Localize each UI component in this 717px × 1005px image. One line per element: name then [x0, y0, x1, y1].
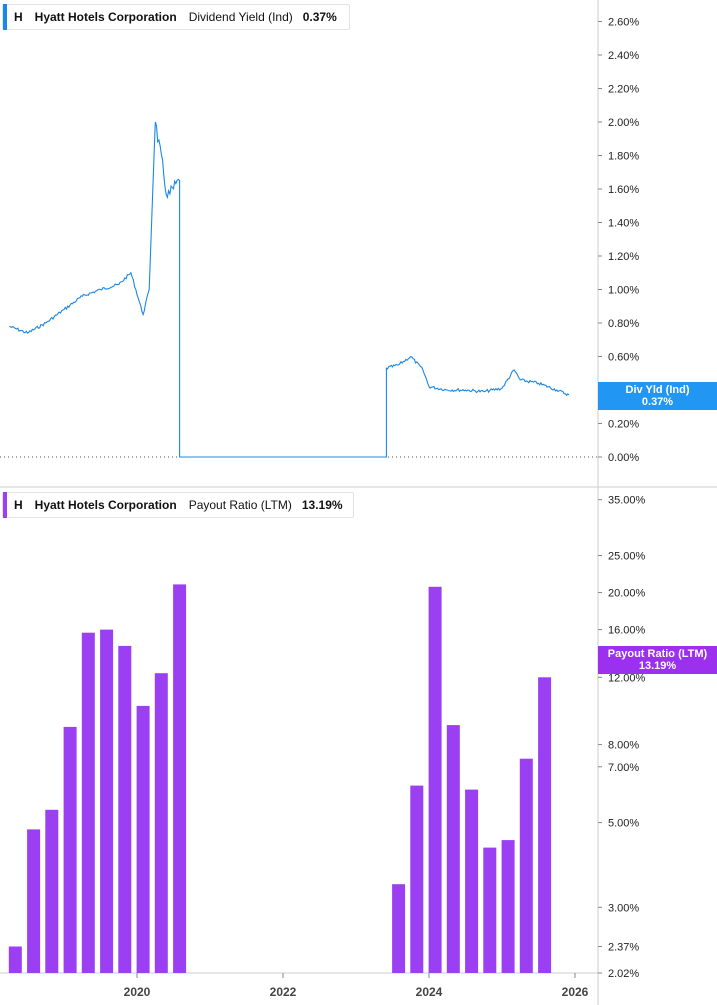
legend-company: Hyatt Hotels Corporation [34, 498, 177, 512]
current-yield-tag: Div Yld (Ind) 0.37% [598, 382, 717, 410]
x-tick-label: 2024 [416, 985, 443, 999]
payout-bar [100, 629, 114, 973]
y-tick-label: 2.00% [608, 117, 639, 129]
payout-bar [538, 677, 552, 973]
payout-bar [173, 584, 187, 973]
y-tick-label: 12.00% [608, 672, 646, 684]
legend-color-swatch [3, 4, 7, 30]
legend-payout-ratio[interactable]: H Hyatt Hotels Corporation Payout Ratio … [2, 492, 354, 518]
y-tick-label: 0.20% [608, 419, 639, 431]
y-tick-label: 35.00% [608, 495, 646, 507]
y-tick-label: 1.00% [608, 285, 639, 297]
legend-company: Hyatt Hotels Corporation [34, 10, 177, 24]
current-payout-tag: Payout Ratio (LTM) 13.19% [598, 646, 717, 674]
y-tick-label: 2.02% [608, 968, 639, 980]
legend-ticker: H [14, 498, 23, 512]
legend-color-swatch [3, 492, 7, 518]
payout-bar [154, 673, 168, 973]
y-tick-label: 5.00% [608, 818, 639, 830]
current-yield-tag-value: 0.37% [641, 396, 674, 408]
current-payout-tag-value: 13.19% [638, 660, 677, 672]
x-tick-label: 2020 [124, 985, 151, 999]
x-axis: 2020 2022 2024 2026 [124, 973, 589, 999]
current-payout-tag-label: Payout Ratio (LTM) [607, 648, 708, 660]
y-tick-label: 20.00% [608, 588, 646, 600]
payout-bar [519, 758, 533, 973]
y-tick-label: 2.40% [608, 50, 639, 62]
payout-bar [81, 632, 95, 973]
y-tick-label: 2.37% [608, 941, 639, 953]
x-tick-label: 2022 [270, 985, 297, 999]
legend-metric: Dividend Yield (Ind) [188, 10, 293, 24]
payout-bar [118, 645, 132, 973]
payout-bar [63, 726, 77, 973]
x-tick-label: 2026 [562, 985, 589, 999]
dividend-yield-panel: 0.00%0.20%0.40%0.60%0.80%1.00%1.20%1.40%… [9, 17, 639, 464]
y-tick-label: 16.00% [608, 625, 646, 637]
payout-bar [428, 586, 442, 973]
y-tick-label: 0.80% [608, 318, 639, 330]
y-tick-label: 1.40% [608, 218, 639, 230]
legend-dividend-yield[interactable]: H Hyatt Hotels Corporation Dividend Yiel… [2, 4, 350, 30]
payout-ratio-panel: 2.02% 2.37% 3.00% 5.00% 7.00% 8.00% 12.00% 16.0… [8, 495, 646, 980]
legend-ticker: H [14, 10, 23, 24]
payout-bar [45, 809, 59, 973]
legend-value: 13.19% [301, 498, 343, 512]
payout-bar [446, 725, 460, 973]
payout-bar [392, 884, 406, 973]
y-tick-label: 2.20% [608, 84, 639, 96]
y-tick-label: 2.60% [608, 17, 639, 29]
payout-bar [483, 847, 497, 973]
y-tick-label: 1.80% [608, 151, 639, 163]
payout-bar [410, 785, 424, 973]
legend-value: 0.37% [302, 10, 337, 24]
payout-bar [8, 946, 22, 973]
current-yield-tag-label: Div Yld (Ind) [625, 384, 690, 396]
y-tick-label: 25.00% [608, 551, 646, 563]
payout-bar [27, 829, 41, 973]
y-tick-label: 8.00% [608, 740, 639, 752]
payout-bar [501, 840, 515, 973]
legend-metric: Payout Ratio (LTM) [188, 498, 292, 512]
y-tick-label: 1.60% [608, 184, 639, 196]
payout-bar [465, 789, 479, 973]
payout-bar [136, 705, 150, 973]
y-tick-label: 7.00% [608, 762, 639, 774]
y-tick-label: 0.00% [608, 452, 639, 464]
y-tick-label: 1.20% [608, 251, 639, 263]
dividend-yield-line [9, 121, 570, 458]
y-tick-label: 0.60% [608, 352, 639, 364]
y-tick-label: 3.00% [608, 902, 639, 914]
